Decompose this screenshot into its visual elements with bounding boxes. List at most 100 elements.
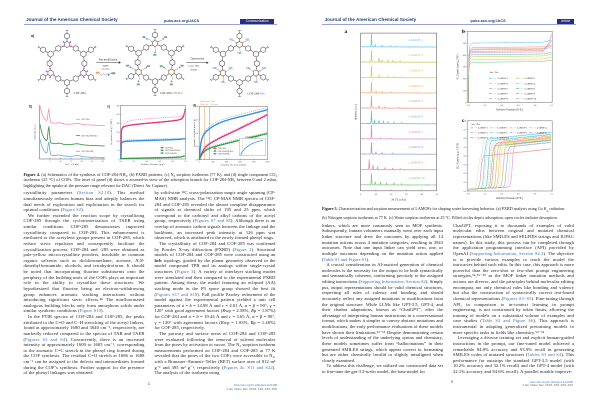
svg-text:LAMOF-5: LAMOF-5 (409, 99, 424, 103)
svg-text:0.2: 0.2 (484, 105, 487, 107)
svg-text:LAMOF-4: LAMOF-4 (525, 82, 536, 85)
svg-text:20: 20 (80, 161, 82, 163)
svg-text:600: 600 (238, 161, 241, 163)
svg-text:0.1: 0.1 (463, 182, 466, 184)
svg-text:/: / (474, 128, 475, 130)
svg-text:0.8: 0.8 (195, 133, 198, 135)
svg-text:300: 300 (116, 105, 119, 107)
svg-text:0.0: 0.0 (467, 105, 471, 107)
svg-text:DMF: DMF (102, 65, 108, 68)
svg-text:1.2: 1.2 (195, 120, 198, 122)
svg-text:/: / (520, 99, 521, 101)
svg-text:25: 25 (90, 161, 92, 163)
svg-text:LAMOF-8: LAMOF-8 (409, 145, 424, 149)
svg-text:H₂O Uptake (g g⁻¹, STP): H₂O Uptake (g g⁻¹, STP) (456, 143, 459, 169)
svg-text:COF-284-NH-Boc: COF-284-NH-Boc (81, 136, 97, 138)
svg-text:400: 400 (224, 161, 227, 163)
svg-text:500: 500 (463, 43, 467, 45)
svg-text:200: 200 (116, 123, 119, 125)
svg-text:0.7: 0.7 (463, 129, 467, 131)
svg-text:0.2: 0.2 (132, 161, 135, 163)
svg-text:LAMOF-3: LAMOF-3 (498, 82, 509, 85)
svg-text:LAMOF-10: LAMOF-10 (409, 176, 426, 180)
svg-text:c): c) (107, 105, 110, 109)
svg-text:40: 40 (420, 193, 423, 196)
svg-text:20: 20 (390, 193, 393, 196)
svg-text:NH₂: NH₂ (228, 38, 233, 41)
svg-text:0.8: 0.8 (171, 161, 174, 163)
svg-text:COF-284: COF-284 (73, 91, 85, 95)
svg-text:a): a) (31, 34, 35, 38)
svg-text:0: 0 (465, 102, 467, 104)
svg-text:Relative Pressure (P/P₀): Relative Pressure (P/P₀) (496, 197, 523, 200)
svg-text:5: 5 (49, 161, 50, 163)
svg-text:0.4: 0.4 (145, 161, 148, 163)
svg-text:LAMOF-6: LAMOF-6 (525, 87, 536, 90)
svg-text:/: / (493, 128, 494, 130)
svg-text:0.0: 0.0 (463, 191, 467, 193)
svg-text:600: 600 (463, 31, 467, 33)
svg-text:LAMOF-10: LAMOF-10 (525, 98, 537, 101)
svg-text:COF-284: COF-284 (81, 119, 90, 121)
svg-text:COF-284-NH₂: COF-284-NH₂ (164, 153, 177, 155)
svg-text:NH₂: NH₂ (253, 81, 258, 84)
svg-text:0.4: 0.4 (195, 146, 198, 148)
svg-text:COF-284: COF-284 (164, 148, 172, 150)
svg-text:0.8: 0.8 (534, 193, 538, 195)
svg-text:LAMOF-8: LAMOF-8 (537, 132, 548, 135)
svg-text:COF-284-NH₂: COF-284-NH₂ (81, 151, 94, 153)
svg-text:/: / (532, 133, 533, 135)
svg-text:800: 800 (252, 161, 255, 163)
svg-text:0.2: 0.2 (484, 193, 487, 195)
svg-text:0.4: 0.4 (500, 105, 504, 107)
svg-text:/: / (493, 133, 494, 135)
svg-text:0.2: 0.2 (463, 173, 466, 175)
svg-text:200: 200 (211, 161, 214, 163)
svg-text:Flue gas: Flue gas (210, 103, 218, 106)
svg-text:NH₂: NH₂ (212, 67, 217, 70)
svg-text:/: / (520, 78, 521, 80)
svg-text:0.8: 0.8 (534, 105, 538, 107)
svg-text:30: 30 (101, 161, 103, 163)
svg-text:NaOH: NaOH (190, 68, 197, 71)
svg-text:c: c (462, 118, 465, 124)
svg-text:Ads / Des: Ads / Des (471, 123, 480, 126)
svg-text:150: 150 (116, 132, 119, 134)
svg-text:/: / (493, 88, 494, 90)
svg-text:LAMOF-9: LAMOF-9 (498, 98, 509, 101)
svg-text:1.0: 1.0 (184, 161, 187, 163)
svg-text:Direct air: Direct air (199, 104, 208, 106)
svg-text:LAMOF-3: LAMOF-3 (409, 69, 424, 73)
svg-text:b): b) (29, 105, 32, 109)
svg-text:0.5: 0.5 (463, 147, 467, 149)
svg-text:LAMOF-8: LAMOF-8 (525, 93, 536, 96)
svg-text:2θ (°;Cu Kα): 2θ (°;Cu Kα) (391, 198, 406, 201)
svg-text:LAMOF-2: LAMOF-2 (409, 53, 424, 57)
svg-text:1 bar: 1 bar (210, 101, 215, 103)
svg-text:/: / (493, 83, 494, 85)
svg-text:d): d) (192, 104, 195, 108)
svg-text:LAMOF-1: LAMOF-1 (498, 77, 509, 80)
svg-text:Conc. HCl: Conc. HCl (188, 65, 199, 68)
svg-text:/: / (513, 128, 514, 130)
svg-text:1000: 1000 (265, 161, 269, 163)
svg-text:Relative Pressure (P/P₀): Relative Pressure (P/P₀) (496, 108, 523, 111)
svg-text:Natural gas: Natural gas (199, 100, 209, 103)
svg-text:100: 100 (463, 90, 467, 92)
svg-text:Quantity Adsorbed (mmol/g): Quantity Adsorbed (mmol/g) (192, 119, 195, 147)
svg-text:LAMOF-4: LAMOF-4 (537, 127, 548, 130)
svg-text:NH₂: NH₂ (220, 81, 225, 84)
svg-text:N₂ uptake (cm³ g⁻¹, STP): N₂ uptake (cm³ g⁻¹, STP) (110, 119, 113, 145)
svg-text:NH₂: NH₂ (228, 67, 233, 70)
svg-text:/: / (513, 133, 514, 135)
svg-text:a: a (345, 29, 348, 35)
svg-text:COF-284: COF-284 (217, 148, 225, 150)
svg-text:/: / (520, 83, 521, 85)
svg-text:0: 0 (198, 161, 199, 163)
svg-text:NH₂: NH₂ (261, 67, 266, 70)
svg-text:0.4: 0.4 (500, 193, 504, 195)
svg-text:Post modification: Post modification (98, 59, 117, 62)
svg-text:LAMOF-6: LAMOF-6 (498, 132, 509, 135)
svg-text:LAMOF-1: LAMOF-1 (409, 38, 424, 42)
svg-text:COF-284-NH₂: COF-284-NH₂ (247, 92, 265, 96)
